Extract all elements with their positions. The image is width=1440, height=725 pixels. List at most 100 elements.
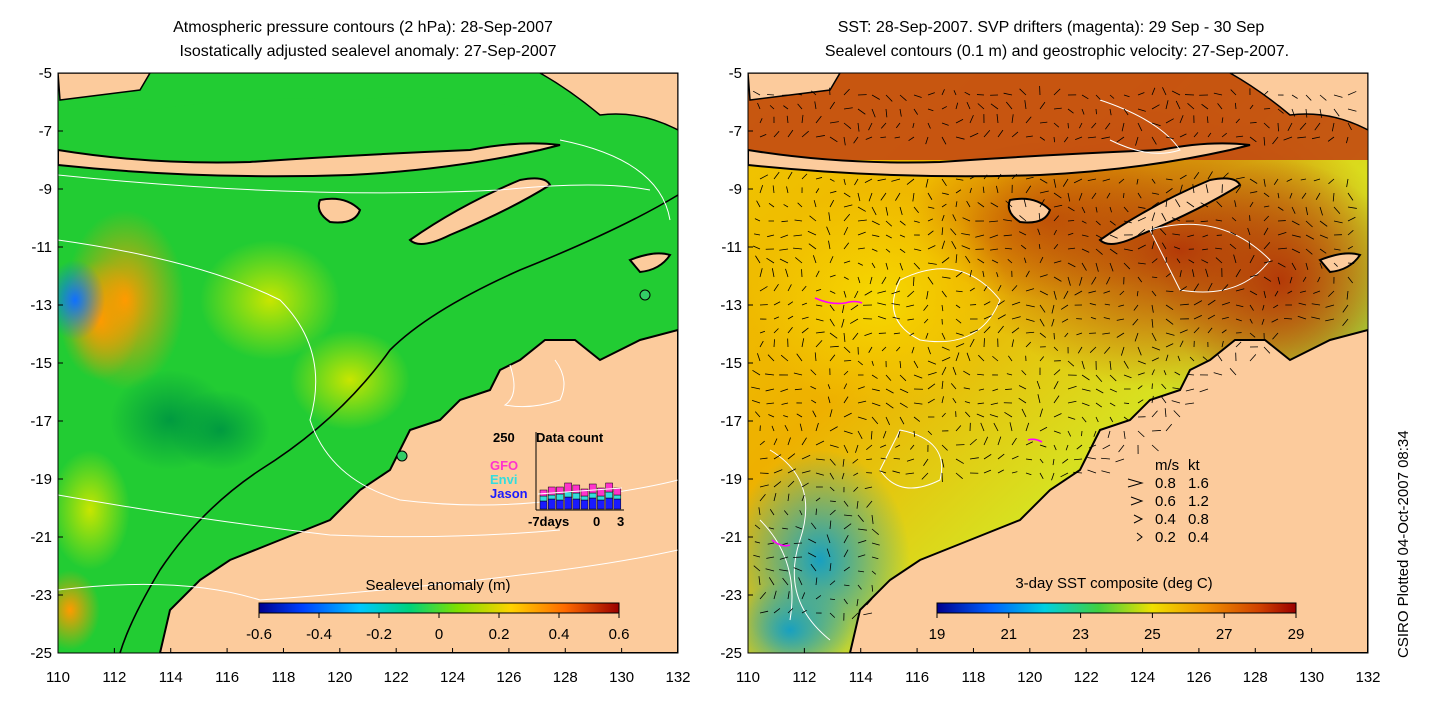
right-y-tick: -25 — [720, 645, 742, 662]
left-colorbar-tick: 0.2 — [489, 626, 510, 643]
right-x-tick: 114 — [849, 669, 873, 686]
left-x-tick: 118 — [271, 669, 295, 686]
left-x-tick: 112 — [102, 669, 126, 686]
inset-label: Data count — [536, 430, 604, 445]
left-y-tick: -13 — [30, 297, 52, 314]
inset-bar — [606, 483, 613, 492]
left-panel: Atmospheric pressure contours (2 hPa): 2… — [40, 19, 678, 653]
inset-bar — [589, 498, 596, 509]
speed-legend-kt: 0.8 — [1188, 511, 1209, 528]
left-x-tick: 120 — [327, 669, 352, 686]
right-colorbar-tick: 21 — [1000, 626, 1017, 643]
right-title-line1: SST: 28-Sep-2007. SVP drifters (magenta)… — [838, 19, 1265, 36]
left-y-tick: -23 — [30, 587, 52, 604]
inset-bars — [538, 483, 622, 509]
right-y-tick: -21 — [720, 529, 742, 546]
inset-bar — [565, 483, 572, 492]
speed-legend-ms: 0.4 — [1155, 511, 1176, 528]
right-y-tick: -13 — [720, 297, 742, 314]
right-colorbar-tick: 27 — [1216, 626, 1233, 643]
right-y-tick: -5 — [729, 65, 742, 82]
inset-bar — [614, 495, 621, 499]
right-colorbar-tick: 23 — [1072, 626, 1089, 643]
left-y-tick: -9 — [39, 181, 52, 198]
left-x-tick: 122 — [384, 669, 409, 686]
credit-text: CSIRO Plotted 04-Oct-2007 08:34 — [1395, 430, 1412, 658]
inset-bar — [597, 500, 604, 509]
left-title-line1: Atmospheric pressure contours (2 hPa): 2… — [173, 19, 553, 36]
right-y-tick: -9 — [729, 181, 742, 198]
right-y-tick: -19 — [720, 471, 742, 488]
inset-bar — [581, 500, 588, 509]
inset-bar — [614, 488, 621, 495]
left-y-tick: -11 — [31, 239, 52, 256]
right-x-tick: 124 — [1130, 669, 1155, 686]
right-y-tick: -23 — [720, 587, 742, 604]
inset-bar — [556, 500, 563, 509]
legend-envi: Envi — [490, 472, 517, 487]
left-map — [40, 73, 678, 653]
left-x-tick: 130 — [609, 669, 634, 686]
right-title-line2: Sealevel contours (0.1 m) and geostrophi… — [825, 43, 1289, 60]
left-colorbar-tick: -0.6 — [246, 626, 272, 643]
inset-bar — [565, 492, 572, 497]
inset-bar — [614, 499, 621, 509]
left-colorbar-tick: -0.2 — [366, 626, 392, 643]
speed-legend-ms: 0.8 — [1155, 475, 1176, 492]
right-colorbar-tick: 19 — [929, 626, 946, 643]
right-x-tick: 126 — [1186, 669, 1211, 686]
right-x-tick: 116 — [905, 669, 929, 686]
inset-bar — [581, 496, 588, 500]
speed-legend-kt: 0.4 — [1188, 529, 1209, 546]
left-y-tick: -17 — [30, 413, 52, 430]
inset-bar — [589, 484, 596, 493]
inset-bar — [597, 496, 604, 500]
inset-bar — [540, 501, 547, 509]
right-x-tick: 128 — [1243, 669, 1268, 686]
inset-bar — [606, 498, 613, 509]
left-colorbar-tick: -0.4 — [306, 626, 332, 643]
legend-jason: Jason — [490, 486, 528, 501]
speed-header-ms: m/s — [1155, 457, 1179, 474]
inset-bar — [548, 495, 555, 499]
left-x-tick: 116 — [215, 669, 239, 686]
left-colorbar-tick: 0.6 — [609, 626, 630, 643]
right-x-tick: 132 — [1355, 669, 1380, 686]
inset-bar — [540, 496, 547, 501]
left-y-tick: -7 — [39, 123, 52, 140]
left-x-tick: 110 — [46, 669, 70, 686]
right-x-tick: 130 — [1299, 669, 1324, 686]
inset-bar — [606, 492, 613, 498]
right-colorbar-tick: 29 — [1288, 626, 1305, 643]
right-colorbar-tick: 25 — [1144, 626, 1161, 643]
right-x-tick: 118 — [961, 669, 985, 686]
inset-tick-start: -7days — [528, 514, 569, 529]
left-y-tick: -25 — [30, 645, 52, 662]
speed-legend-ms: 0.6 — [1155, 493, 1176, 510]
speed-legend-kt: 1.6 — [1188, 475, 1209, 492]
right-panel: SST: 28-Sep-2007. SVP drifters (magenta)… — [730, 19, 1400, 680]
right-x-tick: 112 — [792, 669, 816, 686]
left-colorbar-tick: 0.4 — [549, 626, 570, 643]
inset-bar — [573, 493, 580, 499]
left-y-tick: -15 — [30, 355, 52, 372]
right-y-tick: -7 — [729, 123, 742, 140]
inset-bar — [565, 497, 572, 509]
legend-gfo: GFO — [490, 458, 518, 473]
right-x-tick: 122 — [1074, 669, 1099, 686]
left-x-tick: 128 — [553, 669, 578, 686]
speed-header-kt: kt — [1188, 457, 1201, 474]
inset-tick-end: 3 — [617, 514, 624, 529]
speed-legend-ms: 0.2 — [1155, 529, 1176, 546]
right-x-tick: 110 — [736, 669, 760, 686]
left-title-line2: Isostatically adjusted sealevel anomaly:… — [179, 43, 556, 60]
inset-bar — [556, 494, 563, 500]
left-x-tick: 126 — [496, 669, 521, 686]
right-y-tick: -17 — [720, 413, 742, 430]
left-colorbar-label: Sealevel anomaly (m) — [365, 577, 510, 594]
left-y-tick: -21 — [30, 529, 52, 546]
right-colorbar-label: 3-day SST composite (deg C) — [1015, 575, 1212, 592]
inset-top-value: 250 — [493, 430, 515, 445]
left-x-tick: 132 — [665, 669, 690, 686]
inset-bar — [548, 499, 555, 509]
